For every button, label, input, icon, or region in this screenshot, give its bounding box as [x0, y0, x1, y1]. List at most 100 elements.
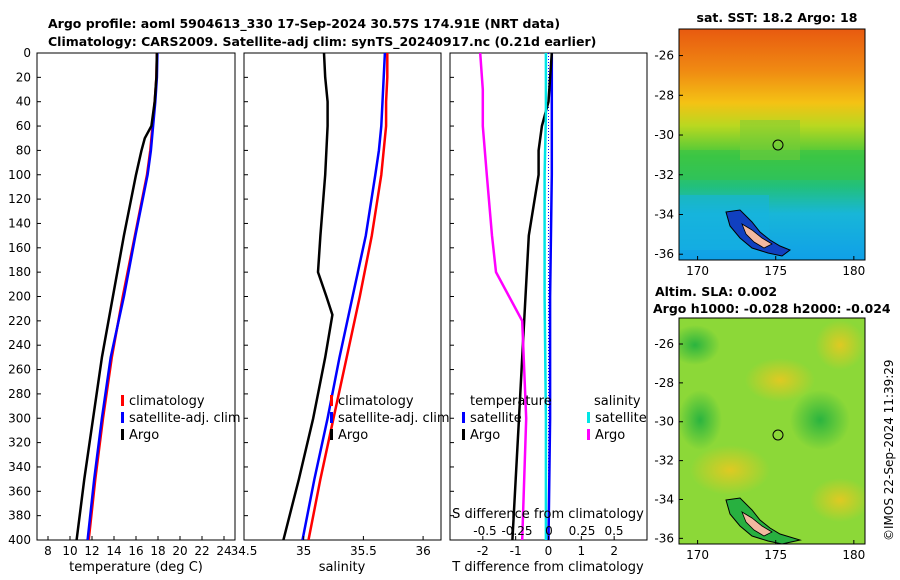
x-tick-label: 0 — [545, 544, 553, 558]
legend-label-satellite: satellite-adj. clim — [338, 411, 450, 426]
map-y-tick-label: -32 — [654, 454, 674, 468]
legend-swatch-t-argo — [462, 429, 465, 440]
sla-map-frame — [678, 317, 866, 545]
legend-swatch-climatology — [121, 395, 124, 406]
legend-label-t-argo: Argo — [470, 428, 500, 443]
sla-map-title1: Altim. SLA: 0.002 — [655, 284, 777, 299]
temperature-axes — [36, 52, 236, 541]
sla-map-title2: Argo h1000: -0.028 h2000: -0.024 — [653, 301, 891, 316]
legend-label-argo: Argo — [338, 428, 368, 443]
legend-title-temperature: temperature — [470, 394, 552, 409]
land-north-island — [741, 223, 773, 249]
sla-coastal-water — [725, 497, 802, 544]
legend-swatch-satellite — [330, 412, 333, 423]
salinity-xlabel: salinity — [319, 560, 366, 575]
map-y-tick-label: -30 — [654, 415, 674, 429]
s-tick: 0.5 — [604, 524, 623, 538]
temperature-legend: climatology satellite-adj. clim Argo — [121, 394, 241, 443]
map-y-tick-label: -34 — [654, 207, 674, 221]
depth-tick-label: 360 — [8, 484, 31, 498]
map-y-tick-label: -34 — [654, 492, 674, 506]
depth-tick-label: 280 — [8, 387, 31, 401]
legend-label-t-satellite: satellite — [470, 411, 522, 426]
land-north-island — [741, 511, 773, 537]
sst-map — [679, 29, 865, 260]
figure-title-line2: Climatology: CARS2009. Satellite-adj cli… — [48, 34, 596, 50]
s-tick: -0.25 — [501, 524, 532, 538]
depth-tick-label: 0 — [23, 46, 31, 60]
series-line-satellite-adj-clim — [301, 53, 387, 540]
map-axes: 170 175 180 -26 -28 -30 -32 -34 -36 170 175 180 -26 -… — [654, 49, 865, 562]
legend-swatch-argo — [121, 429, 124, 440]
depth-axis: 0 20 40 60 80 100 120 140 160 180 200 220 240 260 280 3… — [8, 46, 454, 547]
sla-feature — [679, 325, 720, 365]
salinity-legend: climatology satellite-adj. clim Argo — [330, 394, 450, 443]
x-tick-label: 1 — [578, 544, 586, 558]
map-y-tick-label: -26 — [654, 49, 674, 63]
depth-tick-label: 200 — [8, 290, 31, 304]
series-line-climatology — [307, 53, 389, 540]
legend-label-climatology: climatology — [338, 394, 414, 409]
legend-label-satellite: satellite-adj. clim — [129, 411, 241, 426]
sst-map-frame — [678, 28, 866, 261]
depth-tick-label: 180 — [8, 265, 31, 279]
difference-legend: temperature satellite Argo salinity sate… — [462, 394, 647, 443]
x-tick-label: -1 — [510, 544, 522, 558]
series-line-argo — [75, 53, 159, 540]
depth-tick-label: 20 — [16, 70, 31, 84]
temperature-x-axis: 8 10 12 14 16 18 20 22 24 — [44, 536, 232, 558]
map-x-tick-label: 180 — [842, 548, 865, 562]
depth-tick-label: 400 — [8, 533, 31, 547]
legend-label-argo: Argo — [129, 428, 159, 443]
depth-tick-label: 40 — [16, 95, 31, 109]
x-tick-label: 10 — [62, 544, 77, 558]
series-line-s-argo — [478, 53, 528, 540]
s-tick: 0.25 — [569, 524, 596, 538]
series-line-s-satellite — [543, 53, 548, 540]
map-y-tick-label: -30 — [654, 128, 674, 142]
legend-label-climatology: climatology — [129, 394, 205, 409]
figure-title-line1: Argo profile: aoml 5904613_330 17-Sep-20… — [48, 16, 560, 32]
x-tick-label: 36 — [415, 544, 430, 558]
legend-label-s-argo: Argo — [595, 428, 625, 443]
x-tick-label: 16 — [128, 544, 143, 558]
imos-watermark: ©IMOS 22-Sep-2024 11:39:29 — [882, 359, 896, 541]
sla-feature — [810, 478, 865, 522]
map-x-tick-label: 175 — [764, 548, 787, 562]
t-difference-xlabel: T difference from climatology — [451, 560, 644, 575]
map-x-tick-label: 175 — [764, 264, 787, 278]
x-tick-label: 24 — [216, 544, 231, 558]
map-y-tick-label: -28 — [654, 88, 674, 102]
x-tick-label: 8 — [44, 544, 52, 558]
series-line-argo — [282, 53, 334, 540]
legend-label-s-satellite: satellite — [595, 411, 647, 426]
depth-tick-label: 100 — [8, 168, 31, 182]
sla-feature — [815, 320, 865, 370]
s-difference-ticks: -0.5 -0.25 0 0.25 0.5 — [473, 524, 623, 538]
x-tick-label: 22 — [194, 544, 209, 558]
depth-tick-label: 160 — [8, 241, 31, 255]
map-y-tick-label: -28 — [654, 376, 674, 390]
sst-band — [740, 120, 800, 160]
s-difference-xlabel: S difference from climatology — [452, 507, 644, 522]
legend-swatch-t-satellite — [462, 412, 465, 423]
depth-tick-label: 260 — [8, 363, 31, 377]
map-x-tick-label: 180 — [842, 264, 865, 278]
legend-title-salinity: salinity — [594, 394, 641, 409]
map-y-tick-label: -36 — [654, 247, 674, 261]
depth-tick-label: 80 — [16, 143, 31, 157]
depth-tick-label: 300 — [8, 411, 31, 425]
x-tick-label: 18 — [150, 544, 165, 558]
depth-tick-label: 320 — [8, 436, 31, 450]
legend-swatch-argo — [330, 429, 333, 440]
map-x-tick-label: 170 — [686, 264, 709, 278]
x-tick-label: 2 — [610, 544, 618, 558]
x-tick-label: 34.5 — [231, 544, 258, 558]
x-tick-label: 35.5 — [350, 544, 377, 558]
sla-map — [679, 318, 865, 544]
x-tick-label: -2 — [477, 544, 489, 558]
map-y-tick-label: -26 — [654, 337, 674, 351]
x-tick-label: 14 — [106, 544, 121, 558]
x-tick-label: 35 — [296, 544, 311, 558]
